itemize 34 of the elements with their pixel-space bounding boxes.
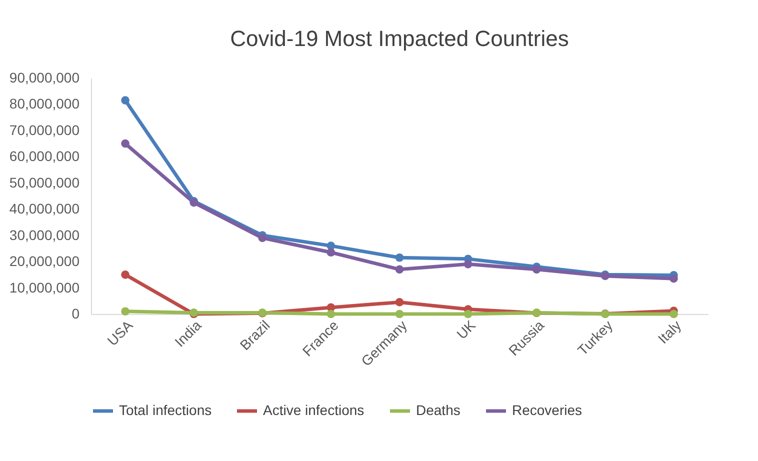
point bbox=[121, 96, 130, 104]
point bbox=[121, 139, 130, 148]
chart-title: Covid-19 Most Impacted Countries bbox=[230, 26, 569, 51]
point bbox=[395, 298, 404, 306]
y-tick-label: 40,000,000 bbox=[9, 200, 80, 217]
y-tick-label: 70,000,000 bbox=[9, 122, 80, 138]
point bbox=[464, 260, 472, 268]
x-tick-label: UK bbox=[453, 316, 479, 342]
point bbox=[326, 310, 336, 318]
point bbox=[395, 253, 404, 262]
point bbox=[326, 248, 336, 257]
y-tick-label: 60,000,000 bbox=[9, 148, 80, 164]
point bbox=[258, 234, 267, 242]
y-tick-label: 10,000,000 bbox=[9, 279, 80, 296]
point bbox=[395, 265, 404, 274]
y-tick-label: 30,000,000 bbox=[9, 226, 80, 243]
y-tick-label: 20,000,000 bbox=[9, 253, 80, 270]
x-tick-label: USA bbox=[104, 316, 136, 349]
y-tick-label: 0 bbox=[72, 306, 80, 322]
legend-label: Total infections bbox=[119, 402, 212, 418]
point bbox=[532, 265, 541, 274]
y-tick-label: 90,000,000 bbox=[9, 70, 80, 86]
point bbox=[670, 274, 678, 283]
point bbox=[121, 270, 130, 279]
legend-label: Recoveries bbox=[512, 402, 582, 418]
y-tick-label: 50,000,000 bbox=[9, 174, 80, 190]
point bbox=[395, 310, 404, 318]
point bbox=[121, 307, 130, 316]
x-tick-label: Italy bbox=[654, 317, 684, 347]
point bbox=[464, 310, 472, 318]
legend-label: Deaths bbox=[416, 402, 460, 418]
y-tick-label: 80,000,000 bbox=[9, 96, 80, 112]
legend-label: Active infections bbox=[263, 402, 364, 418]
point bbox=[670, 310, 678, 318]
